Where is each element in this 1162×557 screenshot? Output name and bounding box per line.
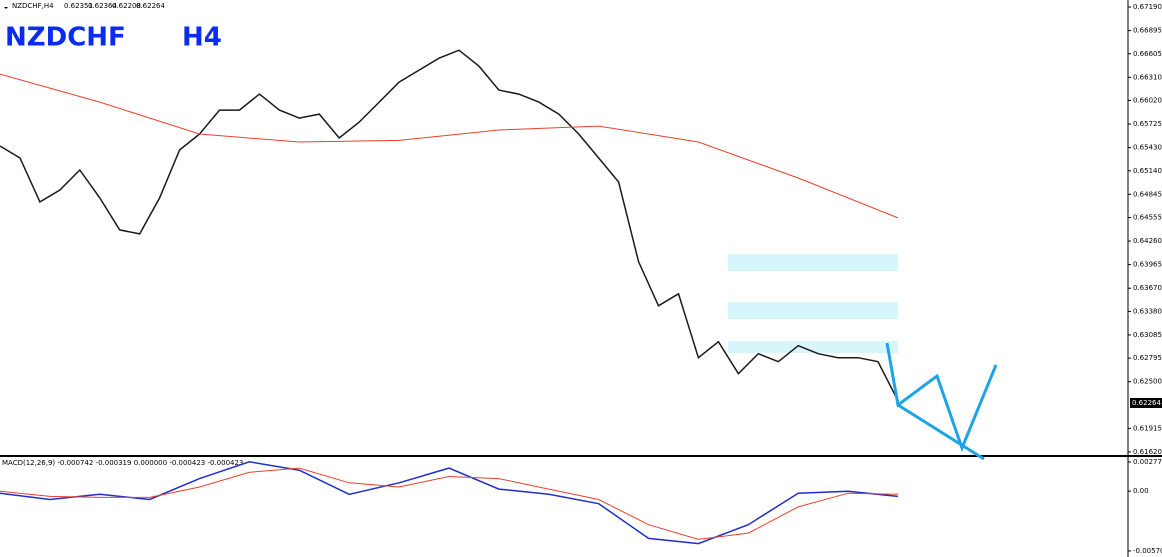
- arrow-path: [885, 342, 998, 453]
- zone: [728, 341, 898, 353]
- y-tick-label: 0.66310: [1133, 73, 1162, 81]
- y-tick-label: 0.65430: [1133, 144, 1162, 152]
- y-tick-label: 0.63670: [1133, 284, 1162, 292]
- y-tick-label: 0.63380: [1133, 307, 1162, 315]
- header-close: 0.62264: [136, 2, 165, 10]
- series-line: [0, 49, 899, 402]
- y-tick-label: 0.63965: [1133, 261, 1162, 269]
- header-symbol: NZDCHF,H4: [12, 2, 54, 10]
- y-tick-label: -0.005706: [1133, 547, 1162, 555]
- zone: [728, 254, 898, 271]
- macd-label: MACD(12,26,9) -0.000742 -0.000319 0.0000…: [2, 459, 243, 467]
- menu-arrow[interactable]: [4, 7, 8, 9]
- y-tick-label: 0.61620: [1133, 448, 1162, 456]
- y-tick-label: 0.62795: [1133, 354, 1162, 362]
- y-tick-label: 0.65140: [1133, 167, 1162, 175]
- header-low: 0.62208: [112, 2, 141, 10]
- series-line: [0, 73, 899, 219]
- y-tick-label: 0.61915: [1133, 424, 1162, 432]
- header-high: 0.62364: [88, 2, 117, 10]
- y-tick-label: 0.002779: [1133, 458, 1162, 466]
- y-tick-label: 0.64845: [1133, 190, 1162, 198]
- y-tick-label: 0.63085: [1133, 331, 1162, 339]
- y-tick-label: 0.67190: [1133, 3, 1162, 11]
- y-tick-label: 0.62500: [1133, 378, 1162, 386]
- y-tick-label: 0.65725: [1133, 120, 1162, 128]
- current-price: 0.62264: [1132, 399, 1161, 407]
- timeframe-title: H4: [182, 23, 222, 53]
- series-line: [0, 467, 899, 540]
- arrow-line: [897, 403, 985, 461]
- y-tick-label: 0.64260: [1133, 237, 1162, 245]
- y-tick-label: 0.66605: [1133, 50, 1162, 58]
- y-tick-label: 0.66895: [1133, 27, 1162, 35]
- header-open: 0.62351: [64, 2, 93, 10]
- y-tick-label: 0.66020: [1133, 96, 1162, 104]
- series-line: [0, 461, 899, 545]
- y-tick-label: 0.00: [1133, 487, 1149, 495]
- zone: [728, 302, 898, 319]
- symbol-title: NZDCHF: [5, 23, 126, 53]
- price-marker: [1130, 398, 1162, 408]
- y-tick-label: 0.64555: [1133, 214, 1162, 222]
